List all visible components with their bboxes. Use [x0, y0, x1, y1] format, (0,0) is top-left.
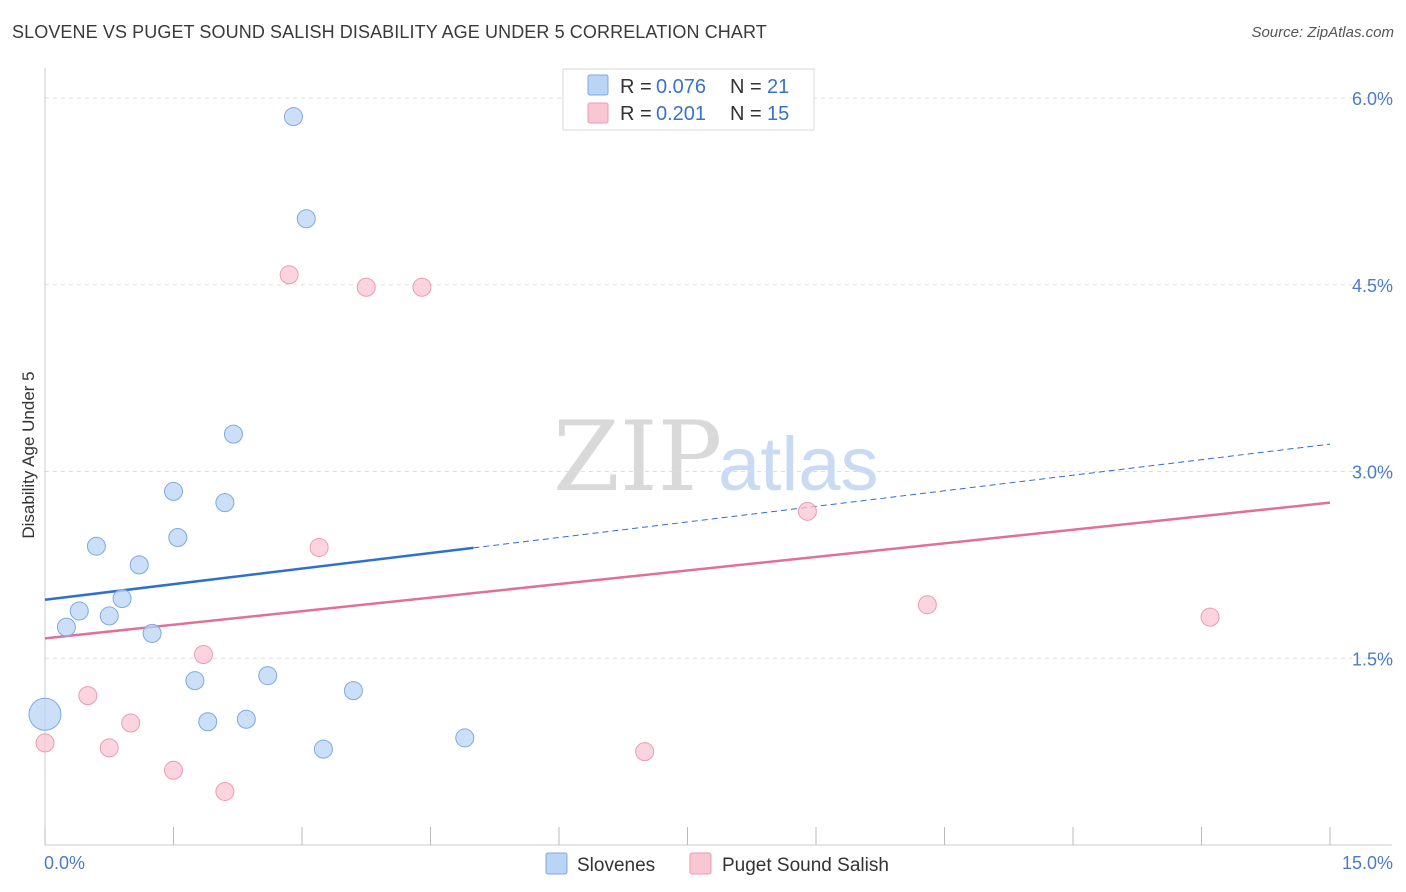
trend-line-slovenes-extrapolated: [473, 443, 1331, 549]
bottom-legend-label-slovenes: Slovenes: [577, 855, 655, 876]
data-point-slovenes: [455, 728, 475, 748]
legend-r-label-salish: R =: [620, 103, 652, 125]
y-tick-label: 1.5%: [1352, 649, 1393, 669]
legend-r-label-slovenes: R =: [620, 76, 652, 98]
data-point-slovenes: [168, 527, 188, 547]
data-point-slovenes: [343, 681, 363, 701]
data-point-salish: [78, 686, 98, 706]
chart-title: SLOVENE VS PUGET SOUND SALISH DISABILITY…: [12, 22, 767, 42]
data-point-slovenes: [142, 623, 162, 643]
trend-line-salish: [44, 501, 1331, 640]
data-point-slovenes: [215, 493, 235, 513]
legend-r-value-salish: 0.201: [656, 103, 706, 125]
data-point-slovenes: [236, 709, 256, 729]
source-label: Source: ZipAtlas.com: [1251, 24, 1394, 41]
data-points: [28, 107, 1220, 801]
data-point-slovenes: [69, 601, 89, 621]
data-point-salish: [215, 781, 235, 801]
data-point-salish: [99, 738, 119, 758]
gridlines: [45, 97, 1392, 659]
bottom-legend-swatch-salish: [689, 852, 712, 875]
legend-n-value-salish: 15: [767, 103, 789, 125]
legend-n-label-slovenes: N =: [730, 76, 762, 98]
data-point-salish: [797, 501, 817, 521]
watermark-zip: ZIP: [553, 401, 722, 513]
data-point-slovenes: [283, 107, 303, 127]
data-point-slovenes: [258, 666, 278, 686]
data-point-salish: [917, 595, 937, 615]
legend-swatch-slovenes: [587, 74, 609, 96]
data-point-slovenes: [129, 555, 149, 575]
data-point-salish: [164, 760, 183, 780]
data-point-slovenes: [198, 712, 218, 732]
data-point-salish: [412, 277, 432, 297]
data-point-salish: [121, 713, 141, 733]
y-tick-label: 4.5%: [1352, 276, 1393, 296]
data-point-slovenes: [112, 588, 132, 608]
legend-r-value-slovenes: 0.076: [656, 76, 706, 98]
data-point-salish: [635, 742, 655, 762]
bottom-legend-swatch-slovenes: [545, 852, 568, 875]
data-point-slovenes: [313, 739, 333, 759]
data-point-slovenes: [86, 536, 106, 556]
legend-n-label-salish: N =: [730, 103, 762, 125]
data-point-slovenes: [99, 606, 119, 626]
data-point-slovenes: [185, 671, 205, 691]
data-point-slovenes: [296, 209, 316, 229]
data-point-salish: [279, 265, 299, 285]
data-point-salish: [193, 645, 213, 665]
x-tick-label-max: 15.0%: [1342, 853, 1393, 873]
x-tick-label-min: 0.0%: [44, 853, 85, 873]
bottom-legend-label-salish: Puget Sound Salish: [722, 855, 889, 876]
data-point-salish: [35, 733, 55, 753]
series-legend: Slovenes Puget Sound Salish: [545, 852, 889, 876]
legend-n-value-slovenes: 21: [767, 76, 789, 98]
y-tick-label: 3.0%: [1352, 463, 1393, 483]
data-point-slovenes: [28, 697, 62, 731]
data-point-slovenes: [56, 617, 76, 637]
data-point-salish: [356, 277, 376, 297]
axes: 1.5% 3.0% 4.5% 6.0% 0.0% 15.0%: [44, 68, 1393, 873]
data-point-slovenes: [164, 481, 183, 501]
trend-line-slovenes: [44, 546, 474, 601]
y-axis-label: Disability Age Under 5: [19, 371, 38, 538]
data-point-salish: [1200, 607, 1220, 627]
data-point-slovenes: [223, 424, 243, 444]
watermark-atlas: atlas: [718, 422, 879, 507]
data-point-salish: [309, 537, 329, 557]
correlation-legend: R = 0.076 N = 21 R = 0.201 N = 15: [562, 68, 815, 131]
y-tick-label: 6.0%: [1352, 89, 1393, 109]
legend-swatch-salish: [587, 102, 609, 124]
